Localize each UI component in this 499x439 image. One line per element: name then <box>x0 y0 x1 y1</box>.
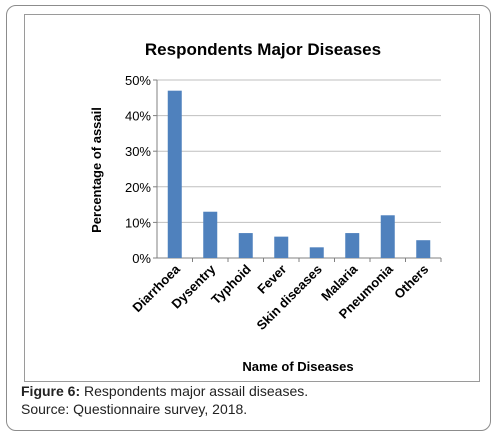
bar-others <box>416 240 431 258</box>
figure-frame: Respondents Major Diseases Percentage of… <box>6 5 491 431</box>
bar-skin-diseases <box>309 247 324 258</box>
y-axis-ticks: 0% 10% 20% 30% 40% 50% <box>125 73 157 266</box>
y-tick-label: 40% <box>125 109 151 124</box>
chart-area: Respondents Major Diseases Percentage of… <box>24 14 480 382</box>
bar-malaria <box>345 233 360 258</box>
y-tick-label: 10% <box>125 215 151 230</box>
bar-chart: Respondents Major Diseases Percentage of… <box>89 40 442 374</box>
bar-typhoid <box>238 233 253 258</box>
bar-diarrhoea <box>167 90 182 259</box>
y-tick-label: 30% <box>125 144 151 159</box>
figure-text: Respondents major assail diseases. <box>80 383 309 399</box>
source-line: Source: Questionnaire survey, 2018. <box>21 401 248 417</box>
figure-caption: Figure 6: Respondents major assail disea… <box>21 382 481 418</box>
y-tick-label: 50% <box>125 73 151 88</box>
bar-fever <box>274 236 289 258</box>
gridlines <box>156 79 441 259</box>
chart-title: Respondents Major Diseases <box>145 40 381 59</box>
caption-line: Figure 6: Respondents major assail disea… <box>21 382 481 400</box>
bar-pneumonia <box>380 215 395 258</box>
bar-dysentry <box>203 211 218 258</box>
bars <box>167 90 431 259</box>
y-axis-label: Percentage of assail <box>89 107 104 233</box>
x-axis-label: Name of Diseases <box>242 359 353 374</box>
figure-label: Figure 6: <box>21 383 81 399</box>
x-tick-label: Others <box>391 262 431 302</box>
x-tick-label: Typhoid <box>208 261 254 307</box>
y-tick-label: 20% <box>125 180 151 195</box>
y-tick-label: 0% <box>132 251 151 266</box>
